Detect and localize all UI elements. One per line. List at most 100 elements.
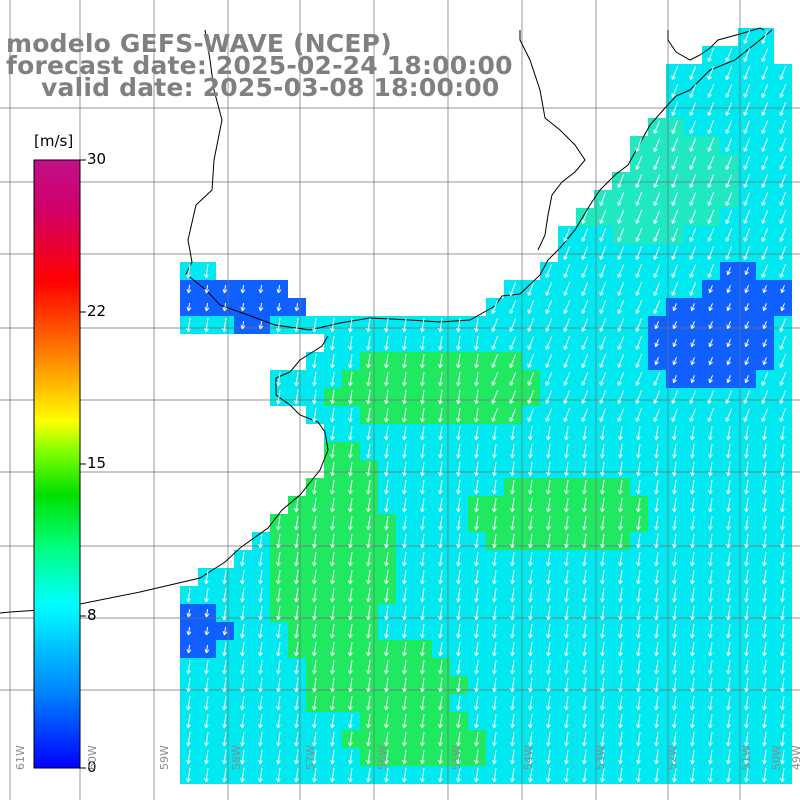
wind-arrow xyxy=(779,156,787,170)
wind-arrow xyxy=(222,660,227,675)
wind-arrow xyxy=(402,660,407,675)
wind-arrow xyxy=(762,714,767,729)
wind-arrow xyxy=(672,444,677,459)
wind-arrow xyxy=(509,282,517,296)
wind-arrow xyxy=(204,626,210,636)
wind-arrow xyxy=(312,354,317,369)
wind-arrow xyxy=(744,750,749,765)
wind-arrow xyxy=(491,318,499,332)
wind-arrow xyxy=(726,534,731,549)
wind-arrow xyxy=(564,660,569,675)
wind-arrow xyxy=(635,354,643,368)
wind-arrow xyxy=(708,714,713,729)
wind-arrow xyxy=(743,192,751,206)
wind-arrow xyxy=(707,48,715,62)
wind-arrow xyxy=(312,588,317,603)
wind-arrow xyxy=(743,120,751,134)
wind-arrow xyxy=(294,696,299,711)
wind-arrow xyxy=(689,408,697,422)
wind-arrow xyxy=(599,228,607,242)
wind-arrow xyxy=(240,750,245,765)
wind-arrow xyxy=(492,642,497,657)
wind-arrow xyxy=(581,228,589,242)
wind-arrow xyxy=(384,462,389,477)
wind-arrow xyxy=(581,372,589,386)
wind-arrow xyxy=(617,192,625,206)
wind-arrow xyxy=(510,462,515,477)
wind-arrow xyxy=(258,678,263,693)
wind-arrow xyxy=(546,426,551,441)
wind-arrow xyxy=(725,228,733,242)
wind-arrow xyxy=(222,570,227,585)
wind-arrow xyxy=(420,516,425,531)
wind-arrow xyxy=(761,102,769,116)
wind-arrow xyxy=(510,642,515,657)
wind-arrow xyxy=(276,284,282,294)
wind-arrow xyxy=(582,660,587,675)
wind-arrow xyxy=(582,588,587,603)
wind-arrow xyxy=(546,516,551,531)
wind-arrow xyxy=(204,678,209,693)
wind-arrow xyxy=(527,336,535,350)
wind-arrow xyxy=(366,354,371,369)
wind-arrow xyxy=(492,552,497,567)
wind-arrow xyxy=(636,588,641,603)
wind-arrow xyxy=(707,120,715,134)
wind-arrow xyxy=(743,174,751,188)
wind-arrow xyxy=(204,696,209,711)
wind-arrow xyxy=(599,192,607,206)
wind-arrow xyxy=(582,696,587,711)
wind-arrow xyxy=(762,480,767,495)
wind-arrow xyxy=(654,732,659,747)
wind-arrow xyxy=(690,462,695,477)
wind-arrow xyxy=(510,750,515,765)
wind-arrow xyxy=(581,264,589,278)
wind-arrow xyxy=(438,534,443,549)
wind-arrow xyxy=(240,606,245,621)
wind-arrow xyxy=(762,696,767,711)
wind-arrow xyxy=(330,498,335,513)
wind-arrow xyxy=(707,84,715,98)
wind-arrow xyxy=(312,390,317,405)
wind-arrow xyxy=(546,480,551,495)
wind-arrow xyxy=(672,339,677,348)
wind-arrow xyxy=(528,552,533,567)
wind-arrow xyxy=(384,750,389,765)
wind-arrow xyxy=(438,660,443,675)
wind-arrow xyxy=(240,320,246,330)
wind-arrow xyxy=(743,30,751,44)
wind-arrow xyxy=(762,588,767,603)
wind-arrow xyxy=(618,768,623,783)
wind-arrow xyxy=(330,606,335,621)
wind-arrow xyxy=(636,678,641,693)
wind-arrow xyxy=(330,426,335,441)
wind-arrow xyxy=(492,570,497,585)
wind-arrow xyxy=(420,732,425,747)
wind-arrow xyxy=(618,660,623,675)
wind-arrow xyxy=(635,138,643,152)
wind-arrow xyxy=(438,732,443,747)
wind-arrow xyxy=(635,156,643,170)
wind-arrow xyxy=(456,318,461,333)
wind-arrow xyxy=(474,408,479,423)
wind-arrow xyxy=(366,714,371,729)
wind-arrow xyxy=(186,644,192,654)
wind-arrow xyxy=(330,390,335,405)
wind-arrow xyxy=(330,660,335,675)
wind-arrow xyxy=(402,426,407,441)
wind-arrow xyxy=(456,498,461,513)
wind-arrow xyxy=(600,552,605,567)
wind-arrow xyxy=(672,678,677,693)
wind-arrow xyxy=(671,120,679,134)
wind-arrow xyxy=(348,534,353,549)
wind-arrow xyxy=(402,624,407,639)
wind-arrow xyxy=(384,606,389,621)
wind-arrow xyxy=(438,588,443,603)
wind-arrow xyxy=(438,678,443,693)
wind-arrow xyxy=(582,462,587,477)
wind-arrow xyxy=(653,282,661,296)
wind-arrow xyxy=(402,678,407,693)
coastline-inland-lagoon xyxy=(519,30,586,251)
wind-arrow xyxy=(420,624,425,639)
